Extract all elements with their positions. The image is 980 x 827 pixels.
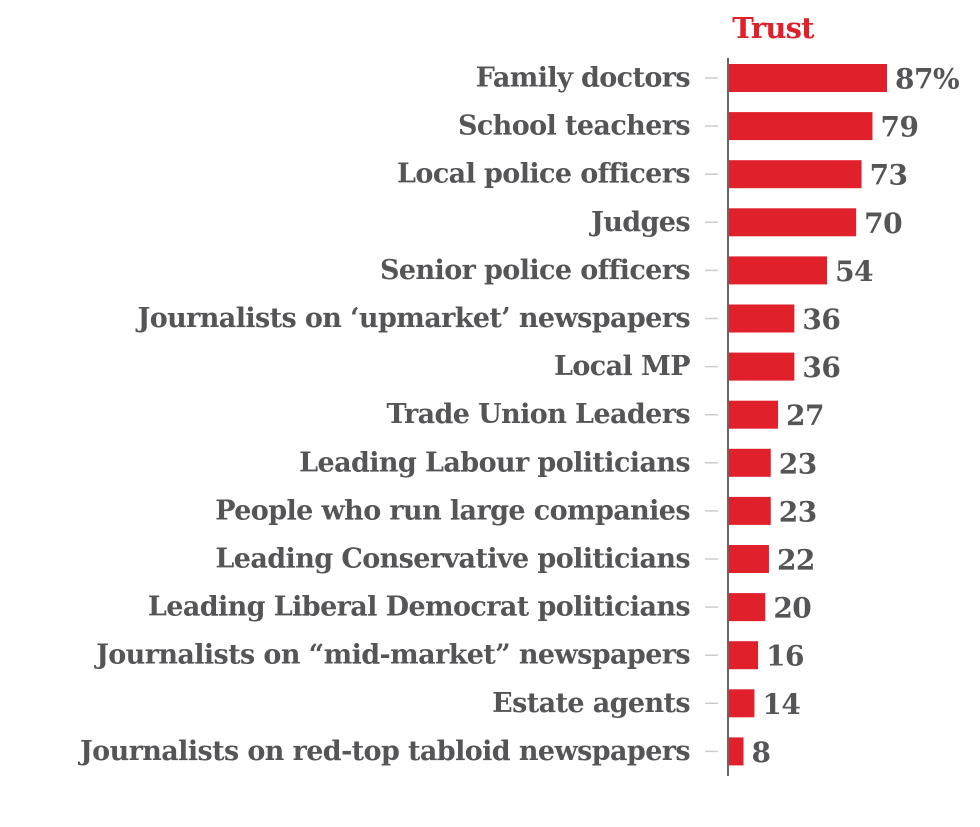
bar	[729, 64, 887, 92]
category-label: Judges	[589, 207, 690, 238]
value-label: 79	[880, 111, 918, 144]
chart-marks: Family doctors 87% School teachers 79 Local …	[78, 63, 960, 769]
value-label: 23	[779, 495, 817, 528]
category-label: School teachers	[458, 111, 690, 142]
category-label: Senior police officers	[380, 255, 690, 286]
value-label: 20	[773, 592, 811, 625]
category-label: Local MP	[554, 351, 690, 382]
bar	[729, 208, 857, 237]
bar	[729, 545, 769, 573]
bar	[729, 496, 771, 525]
category-label: Leading Liberal Democrat politicians	[148, 592, 691, 623]
value-label: 73	[870, 159, 908, 192]
value-label: 87%	[895, 63, 959, 96]
category-label: People who run large companies	[215, 495, 690, 526]
value-label: 16	[766, 640, 804, 673]
bar	[729, 256, 828, 285]
bar	[729, 304, 795, 333]
value-label: 36	[802, 303, 840, 336]
category-label: Journalists on red-top tabloid newspaper…	[78, 736, 690, 767]
category-label: Local police officers	[397, 159, 690, 190]
value-label: 23	[779, 447, 817, 480]
value-label: 8	[752, 736, 771, 769]
bar	[729, 352, 795, 381]
value-label: 14	[762, 688, 800, 721]
bar	[729, 689, 755, 718]
bar	[729, 112, 873, 141]
category-label: Leading Conservative politicians	[215, 544, 690, 575]
bar	[729, 641, 759, 670]
value-label: 36	[802, 351, 840, 384]
category-label: Journalists on ‘upmarket’ newspapers	[136, 303, 691, 334]
value-label: 54	[835, 255, 873, 288]
category-label: Trade Union Leaders	[386, 399, 690, 430]
chart-title: Trust	[732, 11, 815, 45]
category-label: Leading Labour politicians	[299, 447, 690, 478]
category-label: Estate agents	[492, 688, 690, 719]
value-label: 70	[864, 207, 902, 240]
value-label: 27	[786, 399, 824, 432]
bar	[729, 593, 766, 622]
value-label: 22	[777, 544, 815, 577]
category-label: Family doctors	[476, 63, 691, 94]
bar	[729, 737, 744, 766]
bar	[729, 160, 862, 189]
bar	[729, 448, 771, 477]
category-label: Journalists on “mid-market” newspapers	[94, 640, 690, 671]
bar	[729, 400, 779, 429]
